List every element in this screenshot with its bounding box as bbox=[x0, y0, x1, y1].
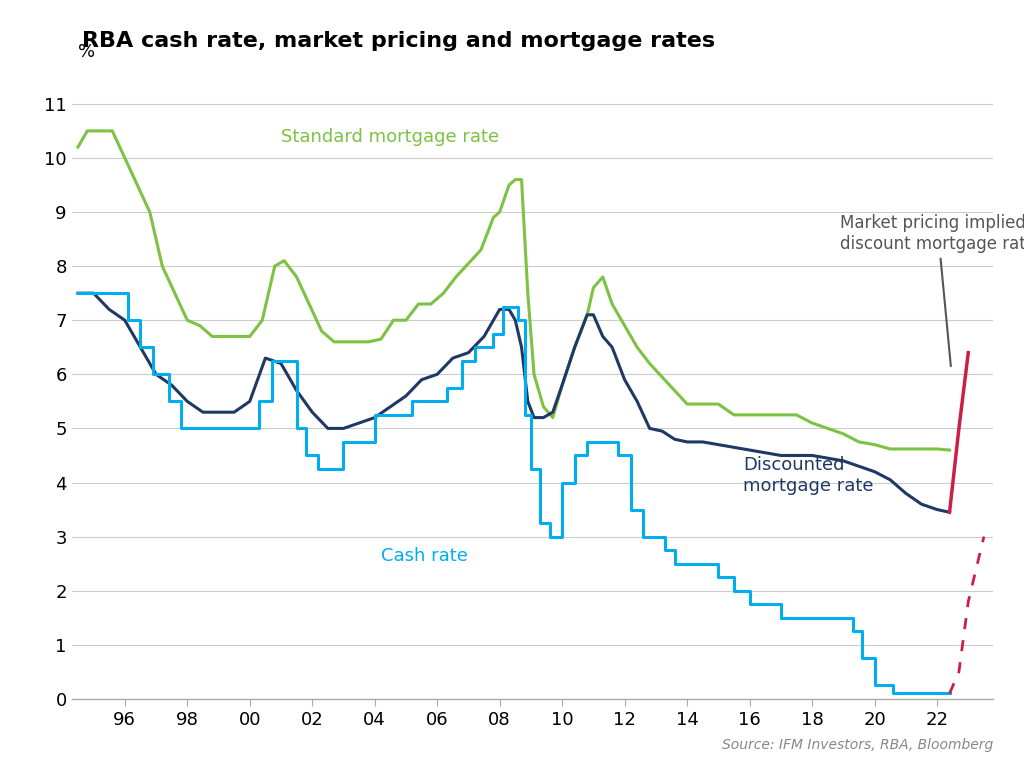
Text: Standard mortgage rate: Standard mortgage rate bbox=[281, 127, 499, 146]
Text: Market pricing implied
discount mortgage rate: Market pricing implied discount mortgage… bbox=[841, 214, 1024, 366]
Text: Discounted
mortgage rate: Discounted mortgage rate bbox=[743, 456, 873, 495]
Text: RBA cash rate, market pricing and mortgage rates: RBA cash rate, market pricing and mortga… bbox=[82, 31, 715, 51]
Text: %: % bbox=[78, 42, 95, 61]
Text: Cash rate: Cash rate bbox=[381, 547, 468, 565]
Text: Source: IFM Investors, RBA, Bloomberg: Source: IFM Investors, RBA, Bloomberg bbox=[722, 738, 993, 752]
